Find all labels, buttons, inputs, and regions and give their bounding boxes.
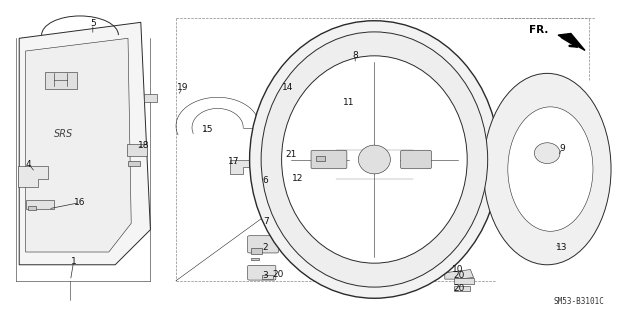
Text: 21: 21 <box>285 150 297 159</box>
Bar <box>251 258 259 260</box>
Text: 11: 11 <box>343 98 355 107</box>
Bar <box>256 177 268 184</box>
Bar <box>127 144 147 156</box>
Text: 5: 5 <box>90 19 95 28</box>
Bar <box>316 156 325 161</box>
Polygon shape <box>19 22 150 265</box>
Bar <box>45 72 77 89</box>
Text: 19: 19 <box>177 83 188 92</box>
Text: 17: 17 <box>228 157 239 166</box>
Ellipse shape <box>483 73 611 265</box>
Text: 3: 3 <box>263 271 268 280</box>
Text: FR.: FR. <box>529 25 548 35</box>
Ellipse shape <box>508 107 593 231</box>
Bar <box>26 200 54 209</box>
Bar <box>278 149 294 158</box>
Ellipse shape <box>261 32 488 287</box>
Polygon shape <box>291 94 317 110</box>
Ellipse shape <box>250 21 499 298</box>
Polygon shape <box>285 177 317 196</box>
Text: 14: 14 <box>282 83 294 92</box>
Text: 6: 6 <box>263 176 268 185</box>
Ellipse shape <box>300 107 341 145</box>
Bar <box>251 248 262 254</box>
Text: 18: 18 <box>138 141 150 150</box>
Bar <box>454 278 474 284</box>
Text: 2: 2 <box>263 243 268 252</box>
Text: 20: 20 <box>454 284 465 293</box>
FancyBboxPatch shape <box>248 265 276 280</box>
Ellipse shape <box>534 143 560 164</box>
FancyBboxPatch shape <box>248 236 278 253</box>
Text: 12: 12 <box>292 174 303 183</box>
Ellipse shape <box>358 145 390 174</box>
Text: SM53-B3101C: SM53-B3101C <box>554 297 605 306</box>
Bar <box>144 94 157 102</box>
Text: 4: 4 <box>26 160 31 169</box>
Text: 15: 15 <box>202 125 214 134</box>
Text: 20: 20 <box>454 271 465 280</box>
Polygon shape <box>26 38 131 252</box>
Text: 10: 10 <box>452 265 463 274</box>
Polygon shape <box>558 33 585 50</box>
Bar <box>454 286 470 291</box>
Bar <box>262 275 273 279</box>
Bar <box>28 206 36 210</box>
FancyBboxPatch shape <box>401 150 431 169</box>
Text: SRS: SRS <box>54 129 74 139</box>
Text: 13: 13 <box>556 243 568 252</box>
Ellipse shape <box>282 56 467 263</box>
FancyBboxPatch shape <box>311 150 347 169</box>
Text: 1: 1 <box>71 257 76 266</box>
Polygon shape <box>230 160 253 174</box>
Text: 16: 16 <box>74 198 86 207</box>
Text: 7: 7 <box>263 217 268 226</box>
Polygon shape <box>445 270 474 279</box>
Bar <box>128 161 140 166</box>
Ellipse shape <box>310 116 330 136</box>
Text: 8: 8 <box>353 51 358 60</box>
Bar <box>552 153 570 161</box>
Polygon shape <box>18 166 48 187</box>
Text: 20: 20 <box>273 270 284 279</box>
Text: 9: 9 <box>559 144 564 153</box>
